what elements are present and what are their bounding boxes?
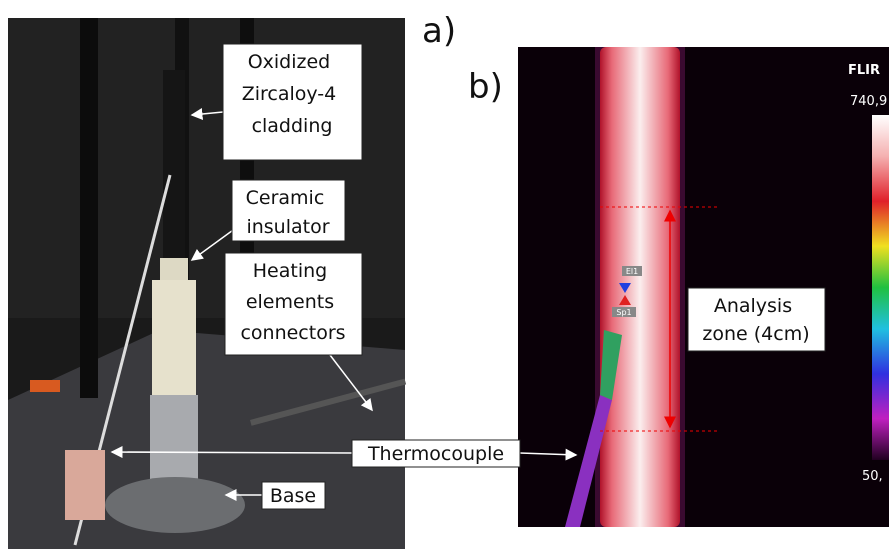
marker-label: Sp1: [616, 308, 631, 317]
callout: Thermocouple: [351, 439, 521, 468]
callout: Ceramic insulator: [231, 179, 346, 242]
callout-text: Oxidized Zircaloy-4 cladding: [242, 51, 343, 137]
callout-text: Ceramic insulator: [246, 187, 331, 238]
thermal-image: El1 Sp1 FLIR 740,9 50,: [518, 47, 889, 527]
callout: Oxidized Zircaloy-4 cladding: [222, 43, 363, 161]
marker-label: El1: [626, 267, 638, 276]
scale-max: 740,9: [850, 94, 887, 109]
callout-text: Thermocouple: [367, 443, 504, 465]
callout-text: Heating elements connectors: [240, 260, 345, 344]
callout: Heating elements connectors: [224, 252, 363, 356]
callout: Base: [261, 481, 326, 510]
callout-text: Base: [270, 485, 316, 507]
panel-label: a): [422, 11, 456, 51]
brand: FLIR: [848, 63, 880, 78]
callout-text: Analysis zone (4cm): [702, 295, 809, 345]
panel-label: b): [468, 67, 503, 107]
scale-min: 50,: [862, 469, 883, 484]
callout: Analysis zone (4cm): [687, 287, 826, 352]
